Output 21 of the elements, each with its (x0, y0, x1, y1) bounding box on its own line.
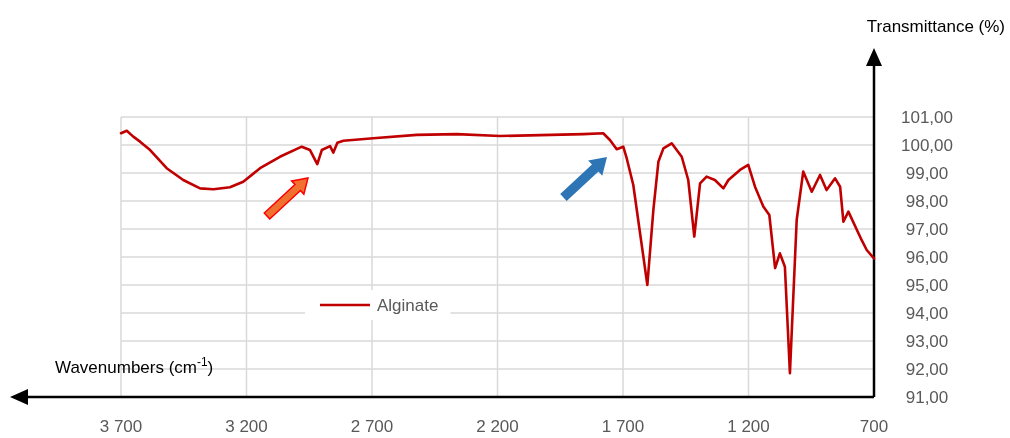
y-tick-label: 91,00 (905, 388, 949, 407)
x-tick-label: 1 200 (727, 417, 770, 436)
x-tick-label: 3 700 (99, 417, 143, 436)
y-tick-label: 99,00 (905, 164, 949, 183)
y-tick-label: 92,00 (905, 360, 949, 379)
x-axis-title: Wavenumbers (cm$^{-1}$) (55, 355, 214, 377)
legend-label: Alginate (377, 296, 439, 315)
y-tick-label: 100,00 (901, 136, 953, 155)
y-tick-label: 97,00 (905, 220, 949, 239)
y-tick-label: 96,00 (905, 248, 949, 267)
x-tick-label: 3 200 (225, 417, 268, 436)
y-tick-label: 98,00 (905, 192, 949, 211)
x-tick-label: 700 (859, 417, 889, 436)
x-tick-label: 1 700 (601, 417, 645, 436)
y-tick-label: 94,00 (905, 304, 949, 323)
x-tick-label: 2 200 (476, 417, 519, 436)
y-tick-label: 93,00 (905, 332, 949, 351)
y-tick-label: 101,00 (901, 108, 953, 127)
y-tick-label: 95,00 (905, 276, 949, 295)
y-axis-title: Transmittance (%) (866, 17, 1005, 36)
x-tick-label: 2 700 (350, 417, 394, 436)
